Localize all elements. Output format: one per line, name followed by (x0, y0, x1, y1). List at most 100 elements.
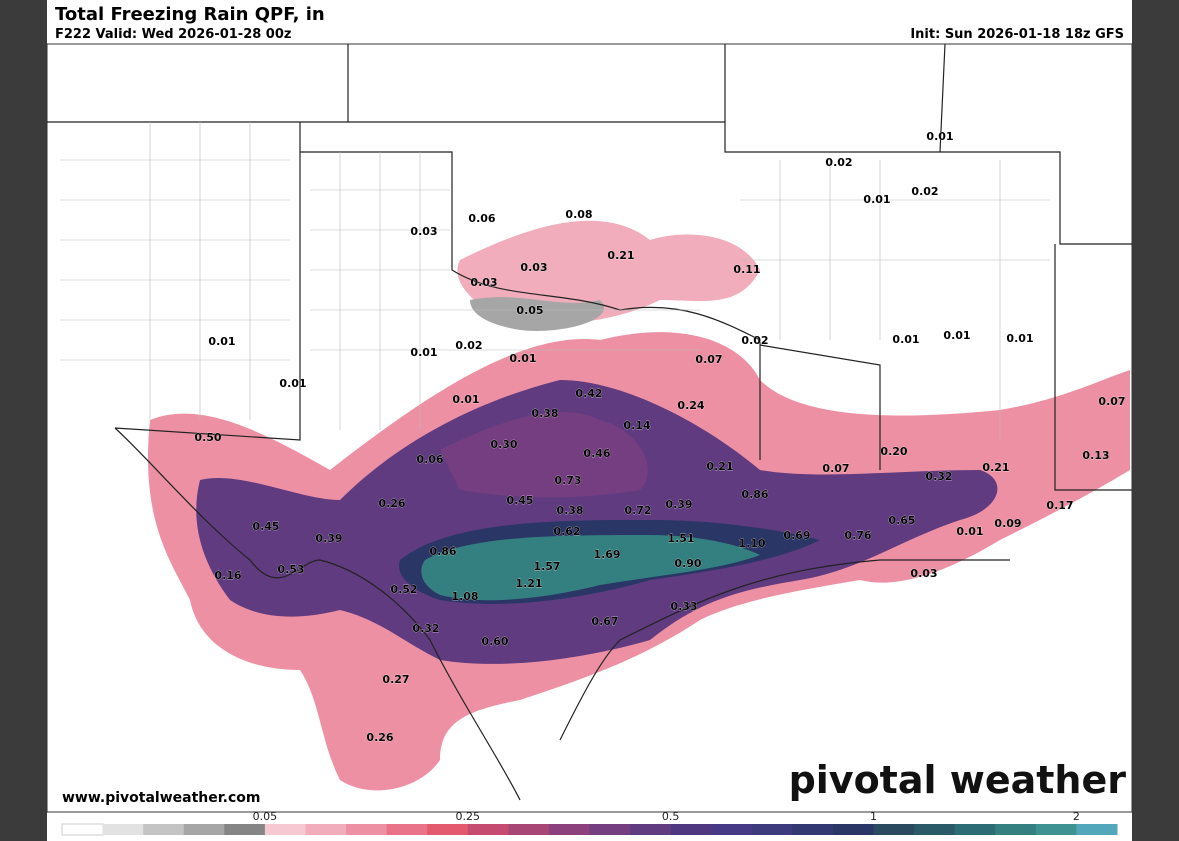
title: Total Freezing Rain QPF, in (55, 4, 325, 25)
point-label: 0.07 (822, 462, 849, 475)
colorbar-cell (589, 824, 631, 835)
point-label: 0.26 (378, 497, 405, 510)
point-label: 0.38 (556, 504, 583, 517)
point-label: 0.42 (575, 387, 602, 400)
point-label: 1.21 (515, 577, 542, 590)
point-label: 0.46 (583, 447, 610, 460)
colorbar-cell (1076, 824, 1118, 835)
colorbar-cell (630, 824, 672, 835)
point-label: 0.01 (279, 377, 306, 390)
subtitle: F222 Valid: Wed 2026-01-28 00z (55, 27, 292, 42)
point-label: 1.10 (738, 537, 765, 550)
point-label: 0.02 (741, 334, 768, 347)
point-label: 0.06 (468, 212, 495, 225)
colorbar-cell (346, 824, 388, 835)
point-label: 0.07 (695, 353, 722, 366)
colorbar-cell (305, 824, 347, 835)
point-label: 0.17 (1046, 499, 1073, 512)
init-time: Init: Sun 2026-01-18 18z GFS (910, 27, 1124, 42)
point-label: 0.03 (470, 276, 497, 289)
point-label: 0.02 (455, 339, 482, 352)
point-label: 0.06 (416, 453, 443, 466)
point-label: 0.67 (591, 615, 618, 628)
colorbar-cell (508, 824, 550, 835)
point-label: 0.01 (208, 335, 235, 348)
point-label: 0.01 (410, 346, 437, 359)
point-label: 0.38 (531, 407, 558, 420)
point-label: 0.32 (925, 470, 952, 483)
point-label: 1.69 (593, 548, 620, 561)
point-label: 1.08 (451, 590, 478, 603)
point-label: 0.03 (410, 225, 437, 238)
point-label: 0.07 (1098, 395, 1125, 408)
colorbar-cell (1035, 824, 1077, 835)
point-label: 0.01 (1006, 332, 1033, 345)
point-label: 0.69 (783, 529, 810, 542)
point-label: 0.09 (994, 517, 1021, 530)
point-label: 1.57 (533, 560, 560, 573)
colorbar-cell (386, 824, 428, 835)
point-label: 0.39 (315, 532, 342, 545)
point-label: 0.05 (516, 304, 543, 317)
precip-shading (148, 220, 1131, 791)
point-label: 0.03 (910, 567, 937, 580)
point-label: 0.33 (670, 600, 697, 613)
point-label: 0.01 (863, 193, 890, 206)
colorbar-tick-label: 1 (870, 810, 877, 823)
colorbar-cell (792, 824, 834, 835)
point-label: 0.14 (623, 419, 650, 432)
colorbar-tick-label: 0.25 (456, 810, 481, 823)
colorbar-cell (467, 824, 509, 835)
colorbar-cell (264, 824, 306, 835)
source-url: www.pivotalweather.com (62, 790, 261, 806)
watermark: pivotal weather (789, 758, 1127, 802)
point-label: 1.51 (667, 532, 694, 545)
point-label: 0.11 (733, 263, 760, 276)
colorbar-cell (832, 824, 875, 835)
colorbar-cell (143, 824, 185, 835)
point-label: 0.16 (214, 569, 241, 582)
point-label: 0.86 (429, 545, 456, 558)
colorbar-tick-label: 0.05 (253, 810, 278, 823)
colorbar-cell (548, 824, 590, 835)
point-label: 0.73 (554, 474, 581, 487)
point-label: 0.52 (390, 583, 417, 596)
point-label: 0.01 (452, 393, 479, 406)
colorbar-cell (954, 824, 996, 835)
point-label: 0.01 (892, 333, 919, 346)
point-label: 0.13 (1082, 449, 1109, 462)
point-label: 0.50 (194, 431, 221, 444)
colorbar-cell (670, 824, 712, 835)
point-label: 0.27 (382, 673, 409, 686)
point-label: 0.03 (520, 261, 547, 274)
colorbar-tick-label: 0.5 (662, 810, 680, 823)
point-label: 0.21 (706, 460, 733, 473)
colorbar-cell (914, 824, 956, 835)
point-label: 0.86 (741, 488, 768, 501)
point-label: 0.90 (674, 557, 701, 570)
colorbar-cell (873, 824, 915, 835)
colorbar-cell (102, 824, 144, 835)
point-label: 0.21 (982, 461, 1009, 474)
colorbar-tick-label: 2 (1073, 810, 1080, 823)
point-label: 0.01 (509, 352, 536, 365)
point-label: 0.62 (553, 525, 580, 538)
point-label: 0.30 (490, 438, 517, 451)
colorbar-cell (427, 824, 469, 835)
county-lines (60, 122, 1050, 440)
point-label: 0.72 (624, 504, 651, 517)
colorbar-cell (751, 824, 793, 835)
point-label: 0.02 (911, 185, 938, 198)
point-label: 0.24 (677, 399, 704, 412)
point-label: 0.02 (825, 156, 852, 169)
colorbar-cell (711, 824, 753, 835)
point-label: 0.01 (926, 130, 953, 143)
point-label: 0.20 (880, 445, 907, 458)
point-label: 0.08 (565, 208, 592, 221)
point-label: 0.26 (366, 731, 393, 744)
colorbar-cell (61, 823, 104, 836)
point-label: 0.01 (943, 329, 970, 342)
point-label: 0.45 (252, 520, 279, 533)
